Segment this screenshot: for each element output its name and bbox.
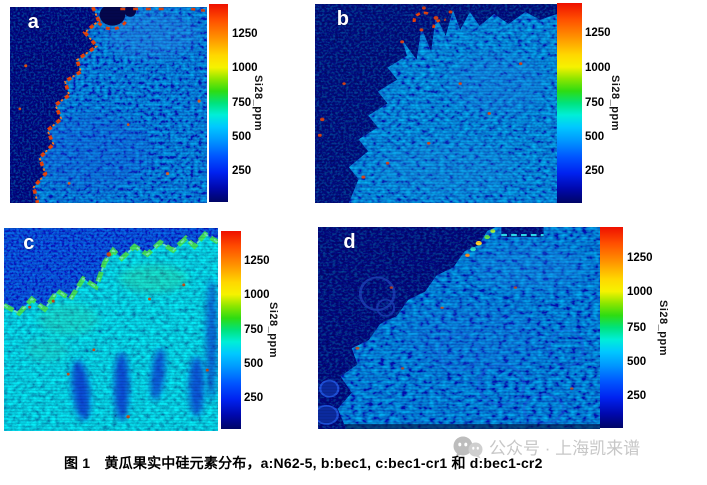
colorbar-axis-label-c: Si28_ppm bbox=[267, 302, 279, 358]
heatmap-panel-a: a bbox=[10, 7, 207, 203]
colorbar-axis-label-a: Si28_ppm bbox=[252, 75, 264, 131]
heatmap-image-d bbox=[318, 227, 600, 429]
colorbar-d bbox=[600, 227, 623, 428]
tick-label: 250 bbox=[232, 164, 252, 177]
tick-label: 750 bbox=[627, 321, 647, 334]
tick-label: 500 bbox=[244, 358, 264, 371]
tick-label: 1250 bbox=[232, 28, 258, 41]
tick-label: 1000 bbox=[627, 286, 653, 299]
colorbar-ticks-d: 1250 1000 750 500 250 bbox=[627, 227, 661, 428]
tick-label: 750 bbox=[232, 97, 252, 109]
figure-caption: 图 1 黄瓜果实中硅元素分布，a:N62-5, b:bec1, c:bec1-c… bbox=[64, 455, 543, 471]
colorbar-a bbox=[209, 4, 228, 202]
tick-label: 500 bbox=[627, 356, 647, 369]
tick-label: 250 bbox=[585, 165, 605, 178]
tick-label: 1250 bbox=[244, 255, 270, 268]
watermark: 公众号 · 上海凯来谱 bbox=[452, 434, 640, 459]
colorbar-axis-label-d: Si28_ppm bbox=[657, 300, 669, 356]
colorbar-axis-label-b: Si28_ppm bbox=[609, 75, 621, 131]
heatmap-image-b bbox=[315, 4, 557, 203]
heatmap-image-c bbox=[4, 228, 218, 431]
tick-label: 250 bbox=[244, 391, 264, 404]
tick-label: 500 bbox=[232, 131, 252, 144]
heatmap-panel-d: d bbox=[318, 227, 600, 429]
heatmap-image-a bbox=[10, 7, 207, 203]
heatmap-panel-b: b bbox=[315, 4, 557, 203]
tick-label: 1000 bbox=[585, 61, 611, 74]
panel-label-c: c bbox=[23, 232, 35, 255]
colorbar-ticks-b: 1250 1000 750 500 250 bbox=[585, 3, 619, 203]
heatmap-panel-c: c bbox=[4, 228, 218, 431]
panel-label-d: d bbox=[343, 231, 356, 254]
watermark-text: 公众号 · 上海凯来谱 bbox=[489, 439, 641, 458]
colorbar-ticks-c: 1250 1000 750 500 250 bbox=[244, 231, 278, 429]
wechat-official-account-icon bbox=[453, 436, 483, 458]
tick-label: 1000 bbox=[232, 62, 258, 75]
tick-label: 250 bbox=[627, 390, 647, 403]
panel-label-b: b bbox=[336, 7, 349, 30]
tick-label: 500 bbox=[585, 131, 605, 144]
panel-label-a: a bbox=[27, 10, 39, 33]
colorbar-c bbox=[221, 231, 241, 429]
colorbar-b bbox=[557, 3, 582, 203]
tick-label: 1000 bbox=[244, 289, 270, 302]
tick-label: 750 bbox=[244, 324, 264, 336]
colorbar-ticks-a: 1250 1000 750 500 250 bbox=[232, 4, 266, 202]
tick-label: 1250 bbox=[585, 27, 611, 40]
tick-label: 1250 bbox=[627, 251, 653, 264]
tick-label: 750 bbox=[585, 97, 605, 109]
